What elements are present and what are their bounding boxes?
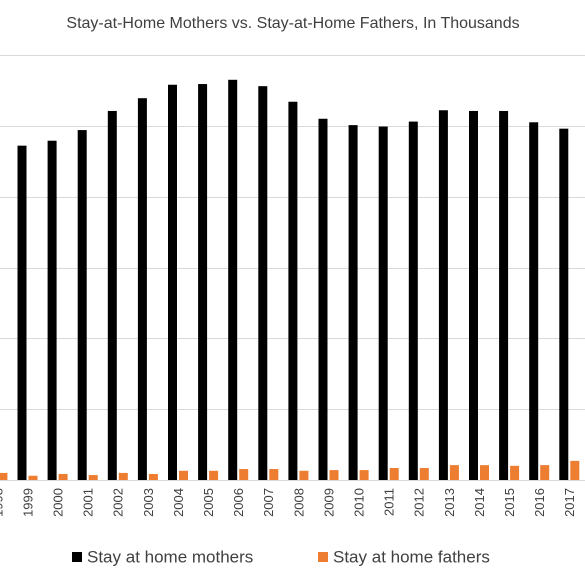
- bar: [408, 121, 418, 480]
- bar: [228, 79, 238, 481]
- bar: [318, 118, 328, 480]
- bar: [288, 101, 298, 480]
- x-tick-label: 1999: [20, 488, 35, 517]
- bar: [449, 465, 459, 480]
- bar: [499, 110, 509, 480]
- bar: [0, 472, 8, 480]
- bar: [28, 475, 38, 480]
- x-tick-label: 2011: [382, 488, 397, 516]
- bar: [209, 470, 219, 480]
- bar: [239, 469, 249, 480]
- legend-swatch: [318, 552, 328, 562]
- bar: [258, 86, 268, 481]
- bar: [148, 473, 158, 480]
- bar: [88, 475, 98, 480]
- bar: [469, 110, 478, 480]
- bar: [510, 465, 520, 480]
- bar: [529, 122, 539, 481]
- x-tick-label: 2005: [201, 488, 216, 517]
- legend-label: Stay at home fathers: [333, 547, 490, 566]
- x-tick-label: 2014: [472, 488, 487, 517]
- bar: [570, 460, 580, 480]
- bar: [107, 110, 117, 480]
- x-tick-label: 2010: [352, 488, 367, 517]
- x-tick-label: 2013: [442, 488, 457, 517]
- x-tick-label: 2003: [141, 488, 156, 517]
- x-tick-label: 2000: [51, 488, 66, 517]
- bar: [389, 467, 399, 480]
- bar: [47, 140, 57, 481]
- chart-title: Stay-at-Home Mothers vs. Stay-at-Home Fa…: [66, 15, 519, 32]
- bar: [77, 130, 87, 481]
- bar: [480, 465, 489, 480]
- bar: [179, 470, 188, 480]
- x-tick-label: 2001: [81, 488, 96, 517]
- x-tick-label: 2004: [171, 488, 186, 517]
- bar: [329, 470, 339, 480]
- bar: [359, 470, 369, 480]
- x-tick-label: 2006: [231, 488, 246, 517]
- x-tick-label: 2012: [412, 488, 427, 517]
- bar: [438, 110, 448, 480]
- x-tick-label: 2002: [111, 488, 126, 517]
- x-tick-label: 2008: [291, 488, 306, 517]
- bar: [540, 465, 550, 480]
- x-tick-label: 1998: [0, 488, 5, 517]
- legend-swatch: [72, 552, 82, 562]
- bar: [269, 469, 279, 480]
- bar: [17, 145, 27, 480]
- bar: [137, 98, 147, 480]
- bar: [348, 125, 358, 480]
- x-tick-label: 2016: [532, 488, 547, 517]
- bar: [118, 472, 128, 480]
- bar: [559, 128, 569, 480]
- legend-label: Stay at home mothers: [87, 547, 253, 566]
- x-tick-label: 2009: [321, 488, 336, 517]
- bar: [58, 473, 68, 480]
- x-tick-label: 2007: [261, 488, 276, 517]
- bar: [419, 467, 429, 480]
- bar: [299, 470, 309, 480]
- bar: [198, 84, 208, 481]
- x-tick-label: 2015: [502, 488, 517, 517]
- x-tick-label: 2017: [562, 488, 577, 517]
- bar: [378, 126, 388, 481]
- bar: [168, 84, 177, 480]
